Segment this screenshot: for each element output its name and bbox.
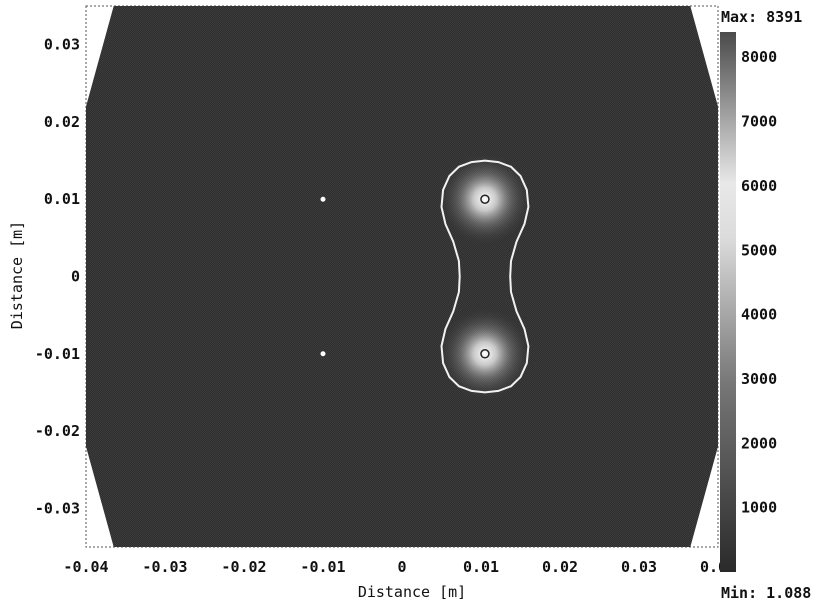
y-tick-label: 0 xyxy=(71,268,80,286)
point-marker-0 xyxy=(320,196,326,202)
colorbar-tick-label: 8000 xyxy=(741,48,777,66)
colorbar-tick-label: 1000 xyxy=(741,499,777,517)
x-tick-label: -0.01 xyxy=(300,558,345,576)
y-axis-ticks: 0.03 0.02 0.01 0 -0.01 -0.02 -0.03 xyxy=(35,36,80,518)
y-tick-label: -0.02 xyxy=(35,422,80,440)
colorbar xyxy=(720,32,736,572)
x-tick-label: -0.03 xyxy=(142,558,187,576)
x-axis-title: Distance [m] xyxy=(358,583,466,601)
y-tick-label: 0.01 xyxy=(44,190,80,208)
colorbar-tick-label: 5000 xyxy=(741,241,777,259)
hotspot-1 xyxy=(438,307,531,400)
x-tick-label: -0.02 xyxy=(221,558,266,576)
x-axis-ticks: -0.04 -0.03 -0.02 -0.01 0 0.01 0.02 0.03 0.04 xyxy=(63,558,736,576)
x-tick-label: 0.02 xyxy=(542,558,578,576)
x-tick-label: -0.04 xyxy=(63,558,108,576)
colorbar-tick-label: 6000 xyxy=(741,177,777,195)
x-tick-label: 0.03 xyxy=(621,558,657,576)
point-markers xyxy=(320,196,326,357)
contour-line xyxy=(440,159,530,394)
hotspot-center-0 xyxy=(480,194,490,204)
hotspot-0 xyxy=(438,153,531,246)
y-axis-title: Distance [m] xyxy=(8,221,26,329)
hotspots xyxy=(438,153,531,400)
colorbar-tick-label: 2000 xyxy=(741,434,777,452)
colorbar-tick-label: 7000 xyxy=(741,113,777,131)
x-tick-label: 0.01 xyxy=(463,558,499,576)
colorbar-tick-label: 3000 xyxy=(741,370,777,388)
colorbar-min-label: Min: 1.088 xyxy=(721,584,811,602)
colorbar-ticks: 1000 2000 3000 4000 5000 6000 7000 8000 xyxy=(741,48,777,517)
colorbar-tick-label: 4000 xyxy=(741,306,777,324)
y-tick-label: 0.03 xyxy=(44,36,80,54)
colorbar-max-label: Max: 8391 xyxy=(721,8,802,26)
point-marker-1 xyxy=(320,351,326,357)
heatmap-domain xyxy=(86,6,718,547)
y-tick-label: -0.03 xyxy=(35,499,80,517)
y-tick-label: -0.01 xyxy=(35,345,80,363)
y-tick-label: 0.02 xyxy=(44,113,80,131)
hotspot-center-1 xyxy=(480,349,490,359)
x-tick-label: 0 xyxy=(397,558,406,576)
